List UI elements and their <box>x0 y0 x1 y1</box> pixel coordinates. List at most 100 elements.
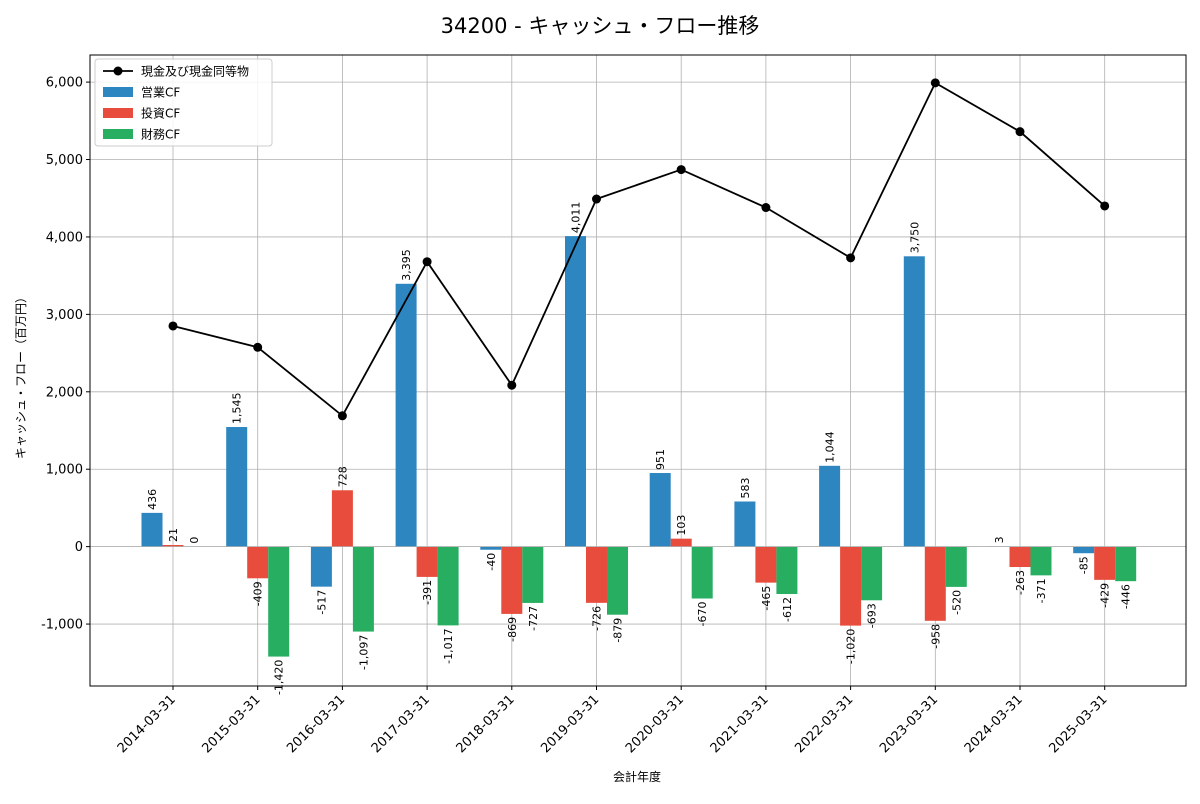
x-axis: 2014-03-31 2015-03-31 2016-03-31 2017-03-31… <box>115 686 1111 756</box>
bar-data-label: -1,420 <box>273 660 286 695</box>
bar-data-label: -446 <box>1120 584 1133 609</box>
bar-operating-cf <box>734 502 755 547</box>
cash-equivalents-point <box>931 78 940 87</box>
legend-label: 財務CF <box>141 127 180 142</box>
x-tick-label: 2019-03-31 <box>538 692 602 756</box>
bar-data-label: -263 <box>1014 570 1027 595</box>
x-tick-label: 2025-03-31 <box>1046 692 1110 756</box>
bar-financing-cf <box>1031 547 1052 576</box>
bar-data-label: 951 <box>654 449 667 470</box>
y-tick-label: 3,000 <box>46 308 83 323</box>
bar-data-label: -869 <box>506 617 519 642</box>
bar-investing-cf <box>417 547 438 577</box>
bar-data-label: 103 <box>675 515 688 536</box>
legend-marker-swatch <box>114 67 123 76</box>
bar-financing-cf <box>268 547 289 657</box>
bar-data-label: 21 <box>167 528 180 542</box>
bar-investing-cf <box>840 547 861 626</box>
bar-operating-cf <box>819 466 840 547</box>
bar-investing-cf <box>671 539 692 547</box>
y-tick-label: -1,000 <box>41 618 83 633</box>
x-tick-label: 2021-03-31 <box>708 692 772 756</box>
cash-equivalents-point <box>846 253 855 262</box>
bar-data-label: 1,044 <box>824 431 837 463</box>
bar-data-label: -40 <box>485 553 498 571</box>
bar-data-label: -726 <box>591 606 604 631</box>
bar-data-label: -612 <box>781 597 794 622</box>
bar-investing-cf <box>755 547 776 583</box>
bar-investing-cf <box>501 547 522 614</box>
bar-investing-cf <box>925 547 946 621</box>
x-tick-label: 2014-03-31 <box>115 692 179 756</box>
y-tick-label: 5,000 <box>46 153 83 168</box>
x-tick-label: 2016-03-31 <box>284 692 348 756</box>
bar-data-label: -727 <box>527 606 540 631</box>
bar-financing-cf <box>692 547 713 599</box>
bar-data-label: -85 <box>1078 556 1091 574</box>
x-tick-label: 2023-03-31 <box>877 692 941 756</box>
bar-investing-cf <box>586 547 607 603</box>
bar-operating-cf <box>226 427 247 547</box>
bar-operating-cf <box>1073 547 1094 554</box>
bar-data-label: -879 <box>612 618 625 643</box>
bar-investing-cf <box>247 547 268 579</box>
bar-operating-cf <box>650 473 671 547</box>
y-axis-label: キャッシュ・フロー（百万円） <box>14 291 28 459</box>
bar-operating-cf <box>565 236 586 547</box>
bar-financing-cf <box>1115 547 1136 582</box>
bar-data-label: -1,017 <box>442 628 455 663</box>
chart-title: 34200 - キャッシュ・フロー推移 <box>441 14 760 38</box>
x-tick-label: 2015-03-31 <box>199 692 263 756</box>
x-axis-label: 会計年度 <box>613 769 661 784</box>
bar-financing-cf <box>861 547 882 601</box>
x-tick-label: 2020-03-31 <box>623 692 687 756</box>
bars-layer <box>142 236 1137 656</box>
x-tick-label: 2018-03-31 <box>454 692 518 756</box>
cash-equivalents-line <box>173 83 1105 416</box>
bar-data-label: 3,395 <box>400 249 413 281</box>
cash-equivalents-point <box>507 381 516 390</box>
bar-operating-cf <box>311 547 332 587</box>
bar-data-label: -958 <box>929 624 942 649</box>
cash-equivalents-point <box>423 257 432 266</box>
bar-data-label: -1,020 <box>845 629 858 664</box>
bar-financing-cf <box>522 547 543 603</box>
bar-investing-cf <box>332 490 353 546</box>
y-tick-label: 2,000 <box>46 385 83 400</box>
bar-data-label: -693 <box>866 603 879 628</box>
bar-financing-cf <box>438 547 459 626</box>
bar-financing-cf <box>607 547 628 615</box>
y-tick-label: 6,000 <box>46 76 83 91</box>
bar-operating-cf <box>396 284 417 547</box>
cash-equivalents-point <box>1100 201 1109 210</box>
bar-data-label: -670 <box>696 602 709 627</box>
x-tick-label: 2017-03-31 <box>369 692 433 756</box>
legend-label: 投資CF <box>141 106 180 121</box>
y-tick-label: 4,000 <box>46 230 83 245</box>
legend-bar-swatch <box>103 87 133 97</box>
bar-operating-cf <box>480 547 501 550</box>
cash-equivalents-point <box>169 321 178 330</box>
bar-data-label: 3 <box>993 536 1006 543</box>
bar-investing-cf <box>1010 547 1031 567</box>
bar-financing-cf <box>353 547 374 632</box>
line-layer <box>169 78 1110 420</box>
y-tick-label: 0 <box>75 540 83 555</box>
x-tick-label: 2024-03-31 <box>962 692 1026 756</box>
cash-equivalents-point <box>1016 127 1025 136</box>
bar-data-label: 583 <box>739 478 752 499</box>
bar-data-label: -429 <box>1099 583 1112 608</box>
bar-data-label: -391 <box>421 580 434 605</box>
x-tick-label: 2022-03-31 <box>792 692 856 756</box>
bar-data-label: 0 <box>188 537 201 544</box>
bar-data-label: -520 <box>950 590 963 615</box>
bar-data-label: 728 <box>336 466 349 487</box>
cash-equivalents-point <box>338 411 347 420</box>
bar-data-label: 4,011 <box>570 202 583 234</box>
bar-data-label: -371 <box>1035 578 1048 603</box>
cash-equivalents-point <box>592 195 601 204</box>
legend-bar-swatch <box>103 129 133 139</box>
bar-data-label: -517 <box>315 590 328 615</box>
